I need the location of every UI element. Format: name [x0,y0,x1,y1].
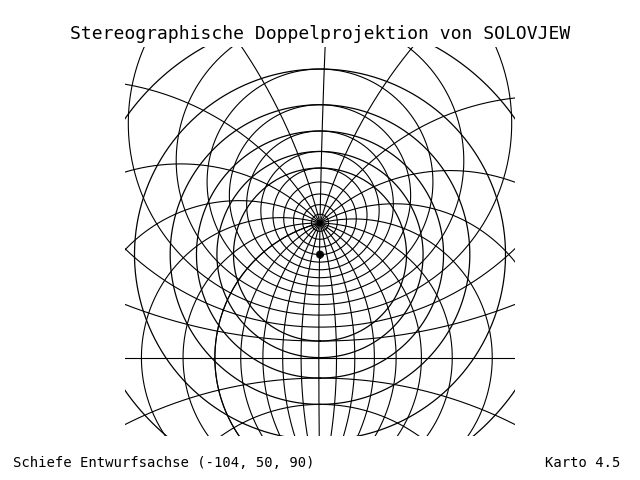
Title: Stereographische Doppelprojektion von SOLOVJEW: Stereographische Doppelprojektion von SO… [70,24,570,43]
Text: Schiefe Entwurfsachse (-104, 50, 90): Schiefe Entwurfsachse (-104, 50, 90) [13,456,314,470]
Text: Karto 4.5: Karto 4.5 [545,456,621,470]
